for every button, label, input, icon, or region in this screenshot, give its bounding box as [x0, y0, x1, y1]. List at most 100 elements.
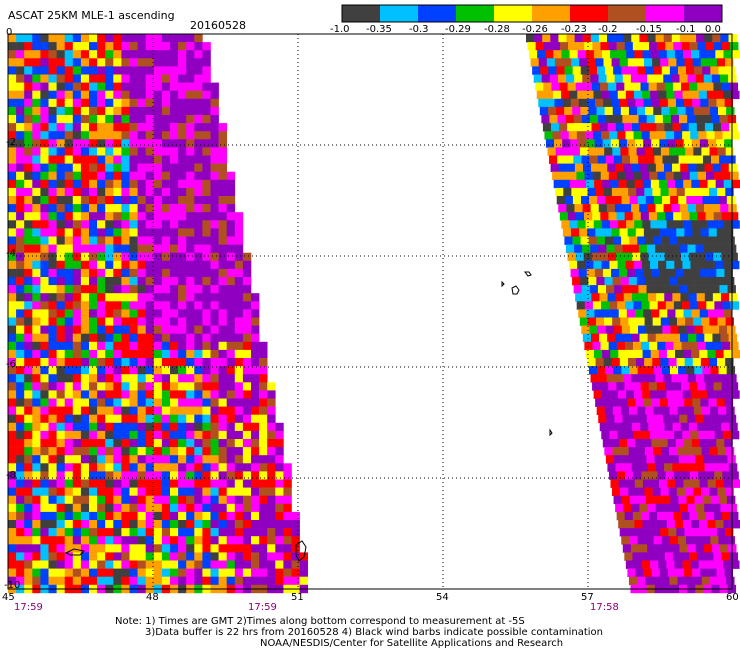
- swath-cell: [699, 309, 709, 318]
- swath-cell: [588, 66, 598, 75]
- swath-cell: [686, 366, 695, 375]
- swath-cell: [64, 236, 74, 245]
- swath-cell: [599, 123, 608, 132]
- swath-cell: [72, 204, 82, 213]
- swath-cell: [24, 471, 33, 480]
- swath-cell: [637, 106, 646, 116]
- swath-cell: [80, 204, 90, 213]
- swath-cell: [226, 228, 236, 237]
- swath-cell: [105, 479, 114, 488]
- swath-cell: [679, 544, 688, 553]
- swath-cell: [574, 204, 583, 213]
- swath-cell: [32, 268, 41, 278]
- swath-cell: [602, 309, 611, 318]
- swath-cell: [129, 479, 138, 488]
- swath-cell: [709, 576, 719, 586]
- swath-cell: [194, 382, 203, 391]
- swath-cell: [72, 455, 82, 464]
- note-line-2: 3)Data buffer is 22 hrs from 20160528 4)…: [145, 627, 603, 638]
- swath-cell: [8, 66, 17, 75]
- swath-cell: [48, 366, 57, 375]
- swath-cell: [650, 179, 660, 189]
- swath-cell: [218, 447, 227, 456]
- swath-cell: [616, 82, 625, 91]
- swath-cell: [194, 374, 203, 383]
- swath-cell: [259, 341, 268, 351]
- swath-cell: [662, 155, 671, 164]
- swath-cell: [186, 447, 195, 456]
- swath-cell: [145, 293, 155, 302]
- swath-cell: [210, 139, 219, 148]
- swath-cell: [275, 422, 284, 432]
- swath-cell: [242, 317, 252, 326]
- swath-cell: [145, 155, 155, 164]
- swath-cell: [589, 285, 599, 294]
- swath-cell: [643, 398, 653, 407]
- swath-cell: [685, 447, 694, 456]
- swath-cell: [576, 42, 585, 51]
- swath-cell: [631, 163, 640, 172]
- swath-cell: [72, 90, 82, 100]
- swath-cell: [218, 430, 227, 440]
- swath-cell: [137, 236, 146, 245]
- swath-cell: [194, 358, 203, 367]
- swath-cell: [719, 244, 729, 253]
- swath-cell: [251, 309, 260, 318]
- swath-cell: [275, 439, 284, 448]
- swath-cell: [698, 390, 708, 399]
- swath-cell: [64, 171, 74, 181]
- swath-cell: [275, 503, 284, 513]
- swath-cell: [651, 228, 661, 237]
- swath-cell: [666, 349, 676, 359]
- swath-cell: [64, 479, 74, 488]
- swath-cell: [259, 406, 268, 415]
- swath-cell: [113, 90, 122, 100]
- swath-cell: [24, 293, 33, 302]
- swath-cell: [586, 309, 595, 318]
- swath-cell: [259, 544, 268, 553]
- swath-cell: [687, 244, 696, 253]
- swath-cell: [657, 511, 666, 521]
- swath-cell: [634, 179, 644, 189]
- swath-cell: [89, 366, 98, 375]
- swath-cell: [121, 131, 130, 140]
- swath-cell: [72, 552, 82, 561]
- swath-cell: [105, 236, 114, 245]
- swath-cell: [251, 430, 260, 440]
- swath-cell: [40, 74, 49, 83]
- swath-cell: [618, 479, 627, 488]
- swath-cell: [89, 82, 98, 91]
- swath-cell: [251, 487, 260, 496]
- swath-cell: [677, 236, 687, 245]
- swath-cell: [576, 171, 585, 181]
- swath-cell: [650, 90, 659, 100]
- swath-cell: [194, 366, 203, 375]
- swath-cell: [218, 260, 227, 270]
- swath-cell: [72, 358, 82, 367]
- swath-cell: [690, 260, 699, 270]
- swath-cell: [682, 560, 691, 569]
- swath-cell: [716, 398, 726, 407]
- swath-cell: [660, 487, 670, 496]
- swath-cell: [178, 277, 187, 286]
- swath-cell: [636, 147, 646, 156]
- swath-cell: [32, 406, 41, 415]
- swath-cell: [24, 90, 33, 100]
- swath-cell: [699, 179, 708, 189]
- swath-cell: [129, 317, 138, 326]
- swath-cell: [624, 341, 634, 351]
- swath-cell: [129, 301, 138, 310]
- swath-cell: [161, 171, 171, 181]
- swath-cell: [16, 131, 25, 140]
- swath-cell: [684, 398, 693, 407]
- swath-cell: [64, 309, 74, 318]
- swath-cell: [80, 147, 90, 156]
- swath-cell: [137, 536, 146, 545]
- swath-cell: [218, 455, 227, 464]
- swath-cell: [186, 536, 195, 545]
- swath-cell: [202, 560, 211, 569]
- swath-cell: [226, 285, 236, 294]
- swath-cell: [641, 131, 651, 140]
- swath-cell: [194, 50, 203, 59]
- swath-cell: [194, 536, 203, 545]
